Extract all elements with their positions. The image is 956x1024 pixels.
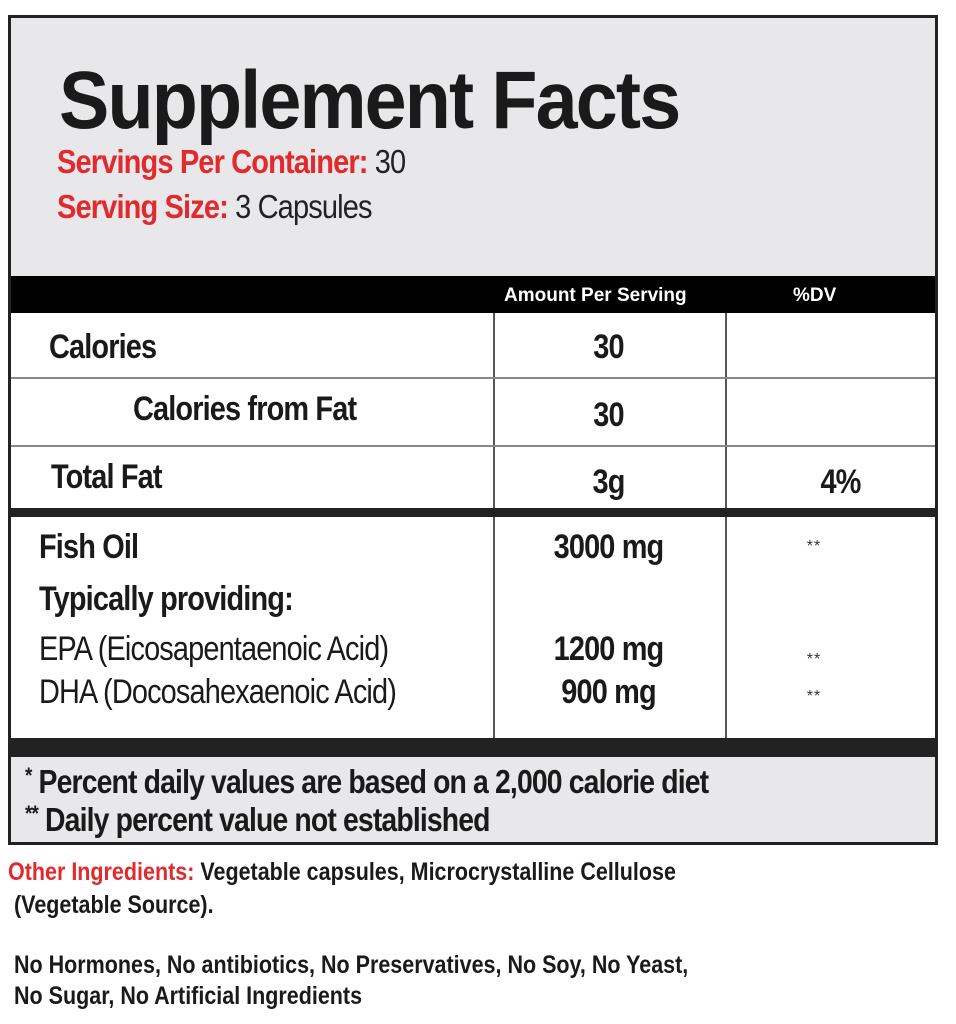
row-dv: 4% xyxy=(820,463,861,501)
row-divider xyxy=(11,377,935,379)
column-header-amount: Amount Per Serving xyxy=(504,285,687,306)
footnotes: * Percent daily values are based on a 2,… xyxy=(11,757,935,842)
row-divider xyxy=(11,445,935,447)
column-header-bar xyxy=(11,276,935,313)
epa-name: EPA (Eicosapentaenoic Acid) xyxy=(39,630,389,668)
free-from-line1: No Hormones, No antibiotics, No Preserva… xyxy=(14,951,689,979)
column-divider xyxy=(725,313,727,740)
footnote-text: Percent daily values are based on a 2,00… xyxy=(38,763,710,800)
other-ingredients-label: Other Ingredients: xyxy=(8,858,195,886)
fish-oil-name: Fish Oil xyxy=(39,528,139,566)
panel-header: Supplement Facts Servings Per Container:… xyxy=(11,18,935,276)
fish-oil-dv: ** xyxy=(806,538,822,555)
row-name: Calories from Fat xyxy=(133,390,357,428)
column-header-dv: %DV xyxy=(793,285,837,306)
other-ingredients-text: Vegetable capsules, Microcrystalline Cel… xyxy=(200,858,676,886)
dha-dv: ** xyxy=(806,688,822,705)
other-ingredients: Other Ingredients: Vegetable capsules, M… xyxy=(8,858,676,887)
free-from-line2: No Sugar, No Artificial Ingredients xyxy=(14,982,363,1010)
footnote-mark: ** xyxy=(25,801,39,826)
supplement-facts-panel: Supplement Facts Servings Per Container:… xyxy=(8,15,938,845)
row-amount: 30 xyxy=(593,396,624,434)
typically-providing: Typically providing: xyxy=(39,580,294,618)
column-divider xyxy=(493,313,495,740)
servings-label: Servings Per Container: xyxy=(57,143,368,180)
footnote-text: Daily percent value not established xyxy=(45,801,490,838)
footnote: ** Daily percent value not established xyxy=(25,801,491,839)
row-amount: 30 xyxy=(593,328,624,366)
dha-amount: 900 mg xyxy=(561,673,656,711)
servings-value: 30 xyxy=(374,143,406,180)
row-name: Total Fat xyxy=(51,458,162,496)
epa-amount: 1200 mg xyxy=(553,630,665,668)
serving-size: Serving Size: 3 Capsules xyxy=(57,188,372,226)
section-divider xyxy=(11,508,935,517)
panel-title: Supplement Facts xyxy=(59,55,681,146)
row-amount: 3g xyxy=(592,463,625,501)
epa-dv: ** xyxy=(806,651,822,668)
serving-size-label: Serving Size: xyxy=(57,188,229,225)
serving-size-value: 3 Capsules xyxy=(235,188,372,225)
footnote: * Percent daily values are based on a 2,… xyxy=(25,763,710,801)
servings-per-container: Servings Per Container: 30 xyxy=(57,143,406,181)
footnote-mark: * xyxy=(25,763,32,788)
other-ingredients-line2: (Vegetable Source). xyxy=(14,891,214,919)
row-name: Calories xyxy=(49,328,157,366)
dha-name: DHA (Docosahexaenoic Acid) xyxy=(39,673,397,711)
fish-oil-amount: 3000 mg xyxy=(553,528,665,566)
section-divider xyxy=(11,738,935,757)
